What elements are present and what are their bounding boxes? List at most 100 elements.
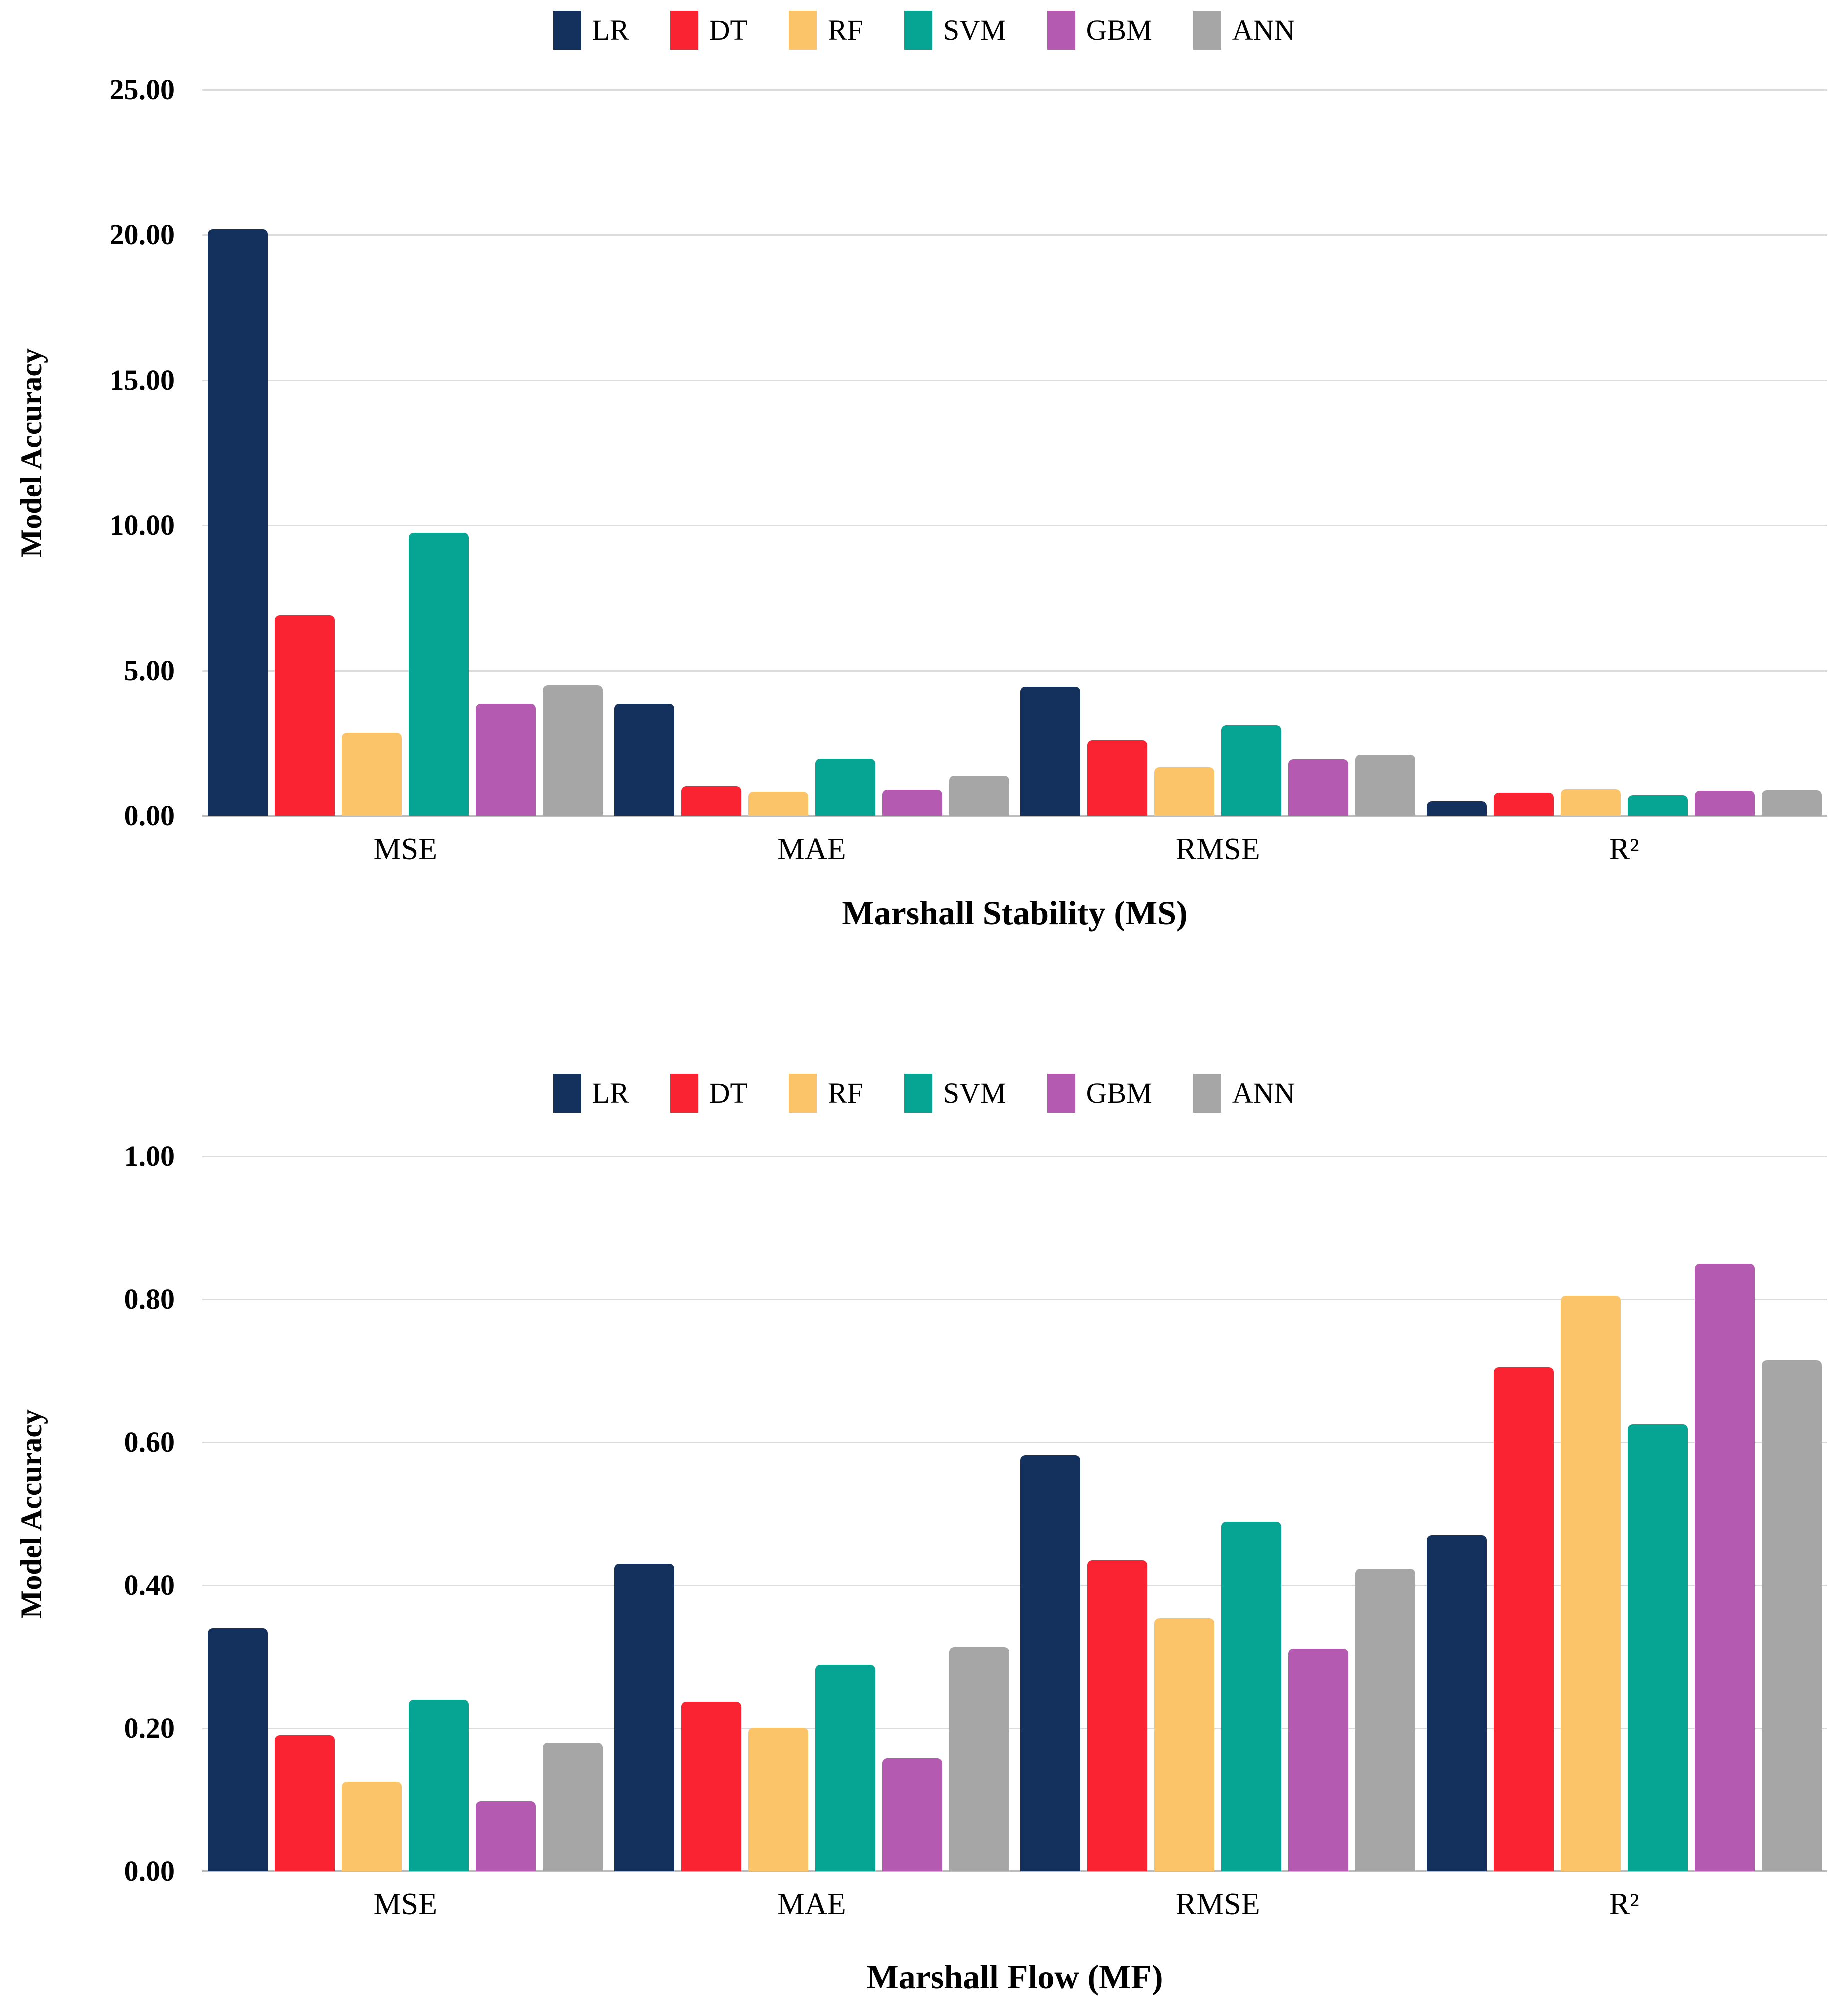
gridline <box>202 380 1827 382</box>
legend-item-rf: RF <box>788 1074 863 1113</box>
legend-label-dt: DT <box>709 14 748 46</box>
chart-title: Marshall Flow (MF) <box>866 1958 1163 1996</box>
category-label-mae: MAE <box>777 832 846 866</box>
y-tick-label: 25.00 <box>109 74 175 106</box>
y-axis-label-box: Model Accuracy <box>9 90 54 816</box>
bar-svm-mae <box>815 1664 875 1872</box>
legend-label-lr: LR <box>592 1077 629 1110</box>
chart-marshall-flow: LR DT RF SVM GBM ANN Model Accuracy MSE MAE RMS… <box>0 1050 1848 2015</box>
bar-gbm-mae <box>882 1758 942 1872</box>
gridline <box>202 1442 1827 1444</box>
gridline <box>202 1585 1827 1586</box>
y-tick-label: 0.00 <box>124 1855 175 1888</box>
legend-swatch-ann <box>1193 1074 1221 1113</box>
category-label-r²: R² <box>1609 1888 1639 1922</box>
bar-group-rmse <box>1015 1156 1421 1872</box>
legend-label-dt: DT <box>709 1077 748 1110</box>
y-tick-label: 0.60 <box>124 1426 175 1458</box>
y-tick-label: 5.00 <box>124 654 175 687</box>
category-label-rmse: RMSE <box>1175 832 1260 866</box>
legend-swatch-svm <box>904 1074 932 1113</box>
plot-area <box>202 1156 1827 1872</box>
bar-gbm-r² <box>1694 791 1755 816</box>
legend-item-ann: ANN <box>1193 11 1295 50</box>
category-label-mae: MAE <box>777 1888 846 1922</box>
chart-title: Marshall Stability (MS) <box>842 894 1188 932</box>
bar-rf-mse <box>342 733 402 816</box>
legend-item-ann: ANN <box>1193 1074 1295 1113</box>
category-label-r²: R² <box>1609 832 1639 866</box>
bar-svm-mse <box>409 1700 469 1872</box>
gridline <box>202 90 1827 91</box>
legend-label-gbm: GBM <box>1086 1077 1152 1110</box>
bar-lr-rmse <box>1020 1455 1081 1872</box>
legend-swatch-rf <box>788 11 817 50</box>
bar-svm-rmse <box>1221 1522 1282 1872</box>
category-label-mse: MSE <box>373 1888 437 1922</box>
bar-groups <box>202 1156 1827 1872</box>
bar-gbm-rmse <box>1288 760 1349 816</box>
bar-dt-r² <box>1493 792 1554 816</box>
y-tick-label: 0.00 <box>124 800 175 832</box>
bar-group-mse <box>202 90 609 816</box>
x-axis-baseline <box>202 1870 1827 1872</box>
bar-group-rmse <box>1015 90 1421 816</box>
bar-rf-mae <box>748 1728 808 1872</box>
legend: LR DT RF SVM GBM ANN <box>0 1074 1848 1113</box>
bar-dt-rmse <box>1087 740 1148 816</box>
bar-ann-mse <box>543 1742 603 1872</box>
bar-ann-mae <box>949 1648 1009 1872</box>
legend-swatch-dt <box>670 1074 698 1113</box>
legend-swatch-rf <box>788 1074 817 1113</box>
bar-svm-r² <box>1627 795 1688 816</box>
bar-lr-mae <box>614 1564 674 1872</box>
legend-item-svm: SVM <box>904 11 1006 50</box>
bar-lr-r² <box>1426 801 1487 816</box>
bar-rf-rmse <box>1154 768 1215 816</box>
bar-ann-rmse <box>1355 755 1416 816</box>
bar-dt-rmse <box>1087 1560 1148 1872</box>
bar-dt-mae <box>681 786 741 816</box>
bar-lr-r² <box>1426 1535 1487 1872</box>
x-axis-category-labels: MSE MAE RMSE R² <box>202 834 1827 865</box>
bar-dt-mae <box>681 1702 741 1872</box>
bar-rf-r² <box>1560 1296 1621 1872</box>
bar-gbm-mse <box>476 1801 536 1872</box>
gridline <box>202 525 1827 527</box>
legend-swatch-gbm <box>1047 1074 1075 1113</box>
y-tick-label: 1.00 <box>124 1140 175 1172</box>
legend-swatch-dt <box>670 11 698 50</box>
legend-label-rf: RF <box>827 14 863 46</box>
bar-gbm-r² <box>1694 1264 1755 1872</box>
bar-group-r² <box>1421 90 1828 816</box>
y-tick-label: 0.80 <box>124 1283 175 1316</box>
bar-rf-mse <box>342 1782 402 1872</box>
y-tick-label: 0.40 <box>124 1569 175 1602</box>
bar-rf-rmse <box>1154 1618 1215 1872</box>
bar-group-mae <box>609 90 1015 816</box>
legend-swatch-ann <box>1193 11 1221 50</box>
bar-dt-mse <box>275 1736 335 1872</box>
legend-label-svm: SVM <box>943 1077 1006 1110</box>
y-tick-label: 20.00 <box>109 218 175 252</box>
bar-ann-rmse <box>1355 1569 1416 1872</box>
legend-item-dt: DT <box>670 11 748 50</box>
legend-label-svm: SVM <box>943 14 1006 46</box>
gridline <box>202 234 1827 236</box>
bar-ann-r² <box>1761 1360 1822 1872</box>
bar-ann-mae <box>949 776 1009 816</box>
legend-label-rf: RF <box>827 1077 863 1110</box>
bar-group-r² <box>1421 1156 1828 1872</box>
bar-svm-rmse <box>1221 726 1282 816</box>
legend-swatch-svm <box>904 11 932 50</box>
bar-dt-r² <box>1493 1367 1554 1872</box>
gridline <box>202 1156 1827 1158</box>
legend-item-rf: RF <box>788 11 863 50</box>
gridline <box>202 1299 1827 1300</box>
category-label-mse: MSE <box>373 832 437 866</box>
plot-area <box>202 90 1828 817</box>
bar-lr-mse <box>208 229 268 816</box>
legend-label-ann: ANN <box>1232 1077 1295 1110</box>
legend-item-lr: LR <box>553 1074 629 1113</box>
legend-item-gbm: GBM <box>1047 11 1152 50</box>
